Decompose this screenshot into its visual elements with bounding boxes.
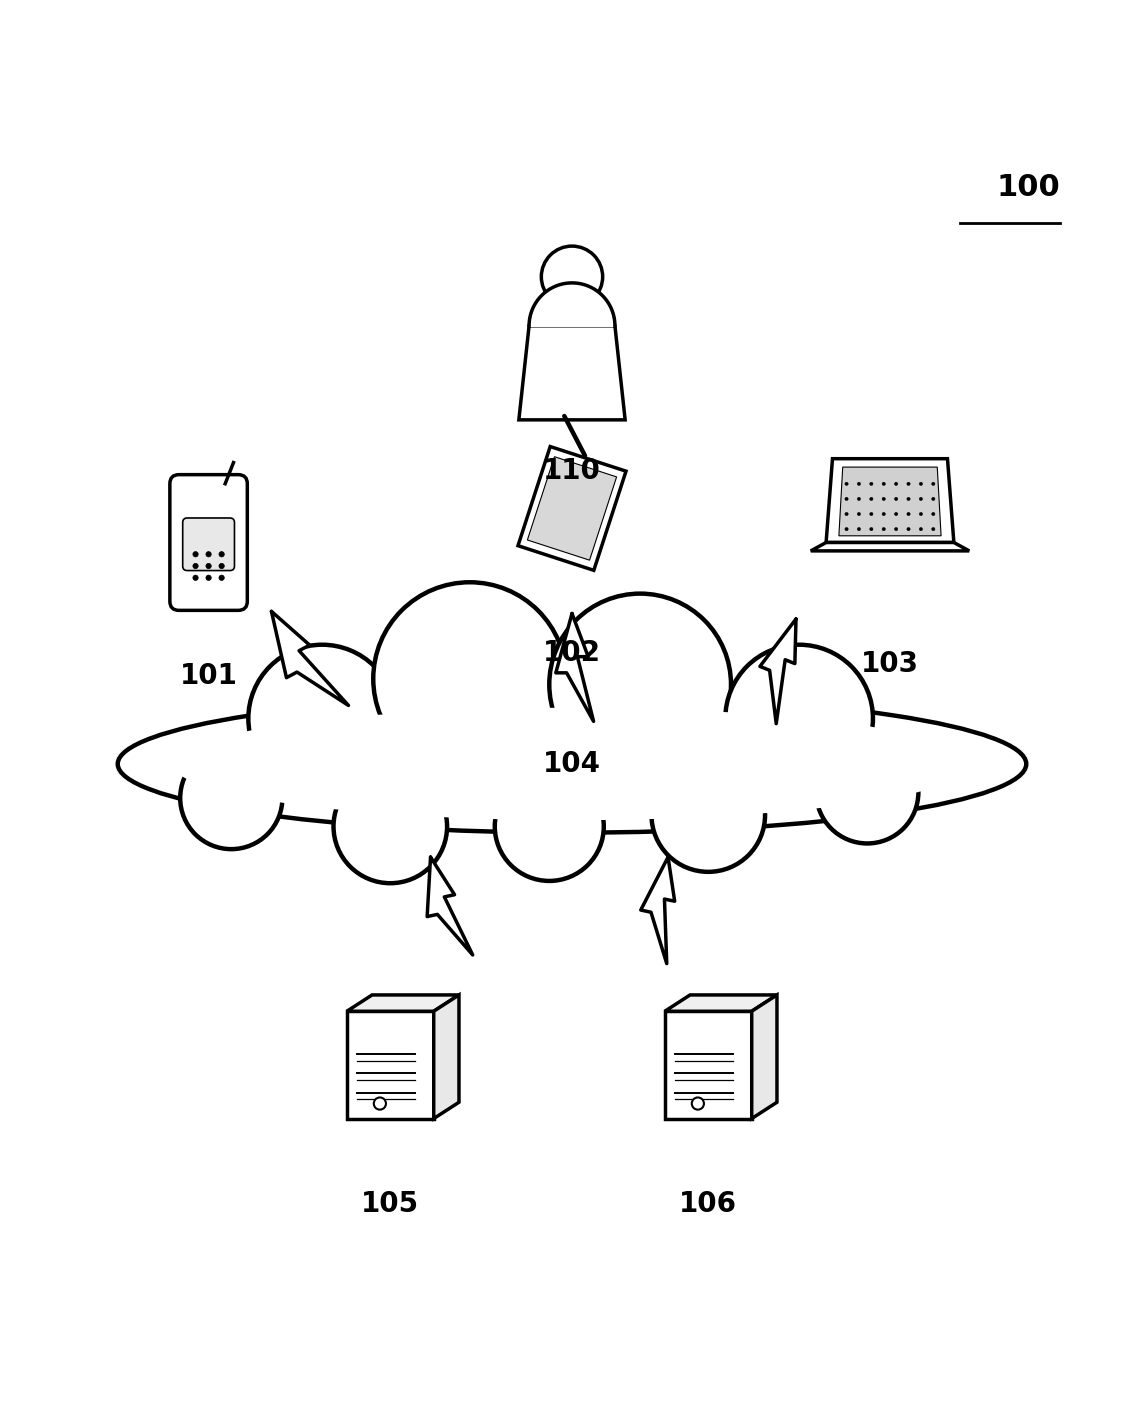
Circle shape — [857, 497, 860, 501]
Circle shape — [206, 564, 212, 568]
Polygon shape — [527, 457, 617, 560]
Circle shape — [193, 575, 198, 581]
Circle shape — [193, 551, 198, 557]
Polygon shape — [839, 467, 942, 536]
Circle shape — [206, 551, 212, 557]
Circle shape — [845, 483, 848, 485]
Polygon shape — [347, 995, 459, 1012]
Circle shape — [920, 528, 922, 530]
Circle shape — [206, 575, 212, 581]
Circle shape — [692, 1097, 704, 1110]
Polygon shape — [811, 543, 969, 551]
Circle shape — [181, 746, 283, 849]
Polygon shape — [518, 446, 626, 571]
Circle shape — [931, 483, 935, 485]
Circle shape — [869, 528, 873, 530]
Circle shape — [882, 512, 885, 516]
Text: 100: 100 — [996, 174, 1060, 202]
Circle shape — [373, 582, 566, 776]
Text: 102: 102 — [543, 638, 601, 666]
Circle shape — [219, 551, 224, 557]
Circle shape — [882, 483, 885, 485]
Text: 103: 103 — [861, 651, 919, 679]
Text: 105: 105 — [362, 1190, 420, 1218]
Ellipse shape — [173, 707, 971, 821]
Ellipse shape — [118, 696, 1026, 832]
Circle shape — [882, 528, 885, 530]
Circle shape — [920, 497, 922, 501]
Circle shape — [845, 497, 848, 501]
Circle shape — [857, 483, 860, 485]
Polygon shape — [556, 613, 594, 721]
Circle shape — [895, 497, 898, 501]
Circle shape — [541, 246, 603, 307]
Polygon shape — [427, 857, 472, 955]
Circle shape — [219, 575, 224, 581]
Polygon shape — [434, 995, 459, 1118]
Circle shape — [494, 772, 604, 881]
Polygon shape — [347, 1012, 434, 1118]
Circle shape — [651, 758, 765, 871]
Circle shape — [857, 512, 860, 516]
Circle shape — [219, 564, 224, 568]
FancyBboxPatch shape — [169, 474, 247, 610]
Text: 110: 110 — [543, 457, 601, 485]
Circle shape — [931, 512, 935, 516]
Polygon shape — [760, 619, 796, 724]
FancyBboxPatch shape — [183, 518, 235, 571]
Circle shape — [895, 528, 898, 530]
Circle shape — [895, 512, 898, 516]
Circle shape — [882, 497, 885, 501]
Circle shape — [895, 483, 898, 485]
Circle shape — [869, 483, 873, 485]
Circle shape — [845, 528, 848, 530]
Circle shape — [334, 770, 447, 884]
Polygon shape — [519, 325, 625, 419]
Circle shape — [920, 512, 922, 516]
Circle shape — [931, 528, 935, 530]
Polygon shape — [826, 459, 954, 543]
Circle shape — [907, 528, 911, 530]
Text: 104: 104 — [543, 751, 601, 777]
Circle shape — [549, 593, 731, 776]
Circle shape — [816, 741, 919, 843]
Circle shape — [248, 645, 396, 793]
Polygon shape — [271, 612, 349, 706]
Polygon shape — [665, 995, 777, 1012]
Circle shape — [920, 483, 922, 485]
Circle shape — [374, 1097, 386, 1110]
Circle shape — [869, 512, 873, 516]
Circle shape — [725, 645, 873, 793]
Circle shape — [907, 512, 911, 516]
Circle shape — [193, 564, 198, 568]
Text: 101: 101 — [180, 662, 238, 690]
Circle shape — [857, 528, 860, 530]
Circle shape — [869, 497, 873, 501]
Polygon shape — [641, 857, 675, 964]
Circle shape — [907, 483, 911, 485]
Circle shape — [931, 497, 935, 501]
Text: 106: 106 — [680, 1190, 737, 1218]
Circle shape — [845, 512, 848, 516]
Polygon shape — [665, 1012, 752, 1118]
Circle shape — [907, 497, 911, 501]
Polygon shape — [752, 995, 777, 1118]
